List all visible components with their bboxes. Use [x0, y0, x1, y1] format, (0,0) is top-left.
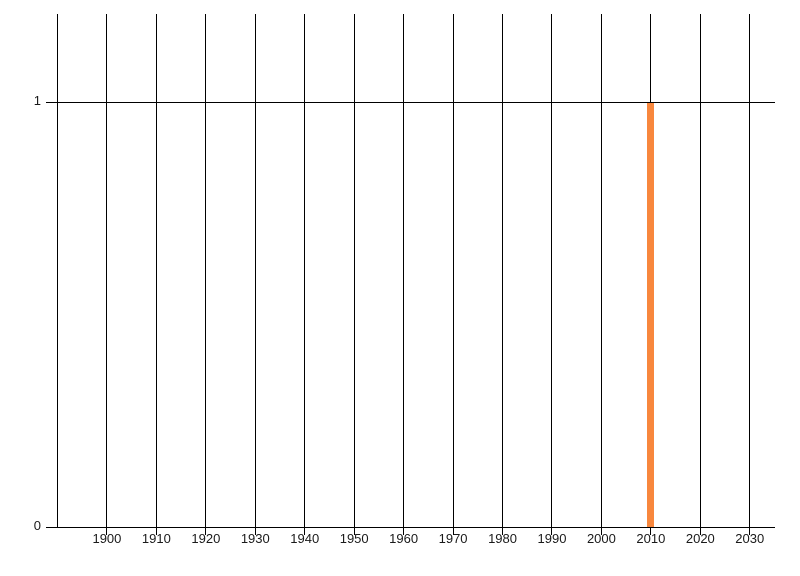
x-axis-line — [46, 527, 775, 528]
x-gridline — [304, 14, 306, 535]
x-gridline — [403, 14, 405, 535]
x-tick-label: 2010 — [636, 531, 666, 546]
x-gridline — [600, 14, 602, 535]
x-tick-label: 1990 — [537, 531, 567, 546]
x-gridline — [551, 14, 553, 535]
x-gridline — [749, 14, 751, 535]
x-tick-label: 1910 — [141, 531, 171, 546]
x-tick-label: 2030 — [735, 531, 765, 546]
x-tick-label: 1920 — [191, 531, 221, 546]
x-gridline — [452, 14, 454, 535]
x-tick-label: 1980 — [488, 531, 517, 546]
x-tick-label: 1900 — [92, 531, 122, 546]
x-tick-label: 1960 — [389, 531, 419, 546]
x-gridline — [353, 14, 355, 535]
x-gridline — [106, 14, 108, 535]
x-tick-label: 1940 — [290, 531, 320, 546]
y-tick-label: 0 — [33, 518, 41, 533]
y-tick-label: 1 — [33, 92, 41, 108]
y-gridline — [46, 101, 775, 103]
x-gridline — [699, 14, 701, 535]
x-gridline — [205, 14, 207, 535]
x-gridline — [254, 14, 256, 535]
bar-2010[interactable] — [647, 102, 655, 527]
x-gridline — [155, 14, 157, 535]
x-tick-label: 2020 — [685, 531, 715, 546]
x-tick-label: 1950 — [339, 531, 369, 546]
x-gridline — [57, 14, 58, 527]
x-tick-label: 1970 — [438, 531, 468, 546]
x-gridline — [502, 14, 504, 535]
x-tick-label: 2000 — [586, 531, 616, 546]
x-tick-label: 1930 — [240, 531, 270, 546]
